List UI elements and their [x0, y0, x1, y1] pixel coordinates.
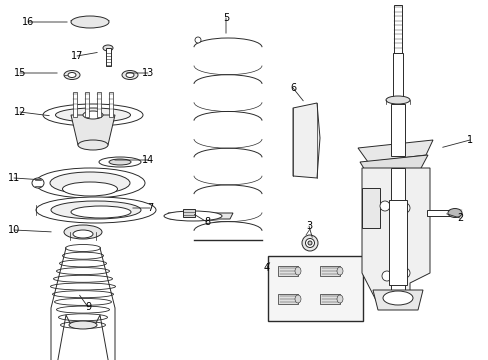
Ellipse shape: [126, 72, 134, 77]
Ellipse shape: [57, 267, 109, 275]
Polygon shape: [361, 188, 379, 228]
Ellipse shape: [55, 108, 130, 122]
Bar: [85, 92, 89, 117]
Text: 1: 1: [466, 135, 472, 145]
Ellipse shape: [71, 16, 109, 28]
Ellipse shape: [64, 225, 102, 239]
Text: 16: 16: [22, 17, 34, 27]
Ellipse shape: [53, 275, 112, 282]
Ellipse shape: [122, 71, 138, 80]
Ellipse shape: [60, 260, 106, 267]
Ellipse shape: [302, 235, 317, 251]
Ellipse shape: [83, 111, 103, 119]
Text: 12: 12: [14, 107, 26, 117]
Polygon shape: [359, 155, 427, 175]
Bar: [393, 5, 401, 53]
Bar: [278, 266, 297, 276]
Bar: [267, 256, 362, 321]
Ellipse shape: [336, 267, 342, 275]
Ellipse shape: [385, 96, 409, 104]
Ellipse shape: [396, 238, 406, 248]
Bar: [183, 209, 195, 217]
Ellipse shape: [50, 172, 130, 194]
Text: 13: 13: [142, 68, 154, 78]
Ellipse shape: [382, 291, 412, 305]
Text: 4: 4: [264, 263, 269, 273]
Bar: [278, 294, 297, 304]
Polygon shape: [372, 290, 422, 310]
Text: 3: 3: [305, 221, 311, 231]
Bar: [105, 48, 110, 66]
Bar: [426, 210, 451, 216]
Bar: [73, 92, 77, 117]
Polygon shape: [361, 168, 429, 308]
Bar: [109, 92, 113, 117]
Ellipse shape: [195, 37, 201, 43]
Ellipse shape: [163, 211, 222, 221]
Ellipse shape: [447, 208, 461, 217]
Ellipse shape: [35, 168, 145, 198]
Ellipse shape: [61, 321, 105, 328]
Ellipse shape: [62, 252, 103, 259]
Text: 7: 7: [146, 203, 153, 213]
Text: 9: 9: [85, 302, 91, 312]
Ellipse shape: [54, 298, 111, 305]
Ellipse shape: [73, 230, 93, 238]
Polygon shape: [357, 140, 432, 162]
Text: 5: 5: [223, 13, 229, 23]
Ellipse shape: [103, 45, 113, 51]
Ellipse shape: [78, 140, 108, 150]
Ellipse shape: [36, 197, 156, 223]
Polygon shape: [71, 115, 115, 145]
Ellipse shape: [59, 314, 107, 321]
Text: 8: 8: [203, 217, 210, 227]
Text: 2: 2: [456, 213, 462, 223]
Ellipse shape: [65, 244, 101, 252]
Ellipse shape: [109, 159, 131, 165]
Text: 14: 14: [142, 155, 154, 165]
Text: 15: 15: [14, 68, 26, 78]
Text: 17: 17: [71, 51, 83, 61]
Ellipse shape: [32, 178, 44, 188]
Ellipse shape: [57, 306, 109, 313]
Ellipse shape: [51, 201, 141, 219]
Text: 6: 6: [289, 83, 295, 93]
Ellipse shape: [71, 206, 131, 218]
Bar: [319, 266, 339, 276]
Text: 10: 10: [8, 225, 20, 235]
Ellipse shape: [307, 241, 311, 245]
Ellipse shape: [52, 291, 113, 298]
Bar: [319, 294, 339, 304]
Ellipse shape: [294, 295, 301, 303]
Polygon shape: [168, 213, 232, 219]
Ellipse shape: [305, 238, 314, 248]
Ellipse shape: [62, 182, 117, 196]
Bar: [390, 104, 404, 156]
Polygon shape: [292, 103, 319, 178]
Ellipse shape: [68, 72, 76, 77]
Ellipse shape: [399, 268, 409, 278]
Ellipse shape: [381, 271, 391, 281]
Bar: [390, 168, 404, 298]
Ellipse shape: [336, 295, 342, 303]
Bar: [97, 92, 101, 117]
Ellipse shape: [69, 321, 97, 329]
Text: 11: 11: [8, 173, 20, 183]
Bar: [392, 53, 402, 101]
Ellipse shape: [379, 201, 389, 211]
Ellipse shape: [99, 157, 141, 167]
Ellipse shape: [50, 283, 115, 290]
Ellipse shape: [294, 267, 301, 275]
Ellipse shape: [64, 71, 80, 80]
Ellipse shape: [43, 104, 142, 126]
Bar: [388, 200, 406, 285]
Ellipse shape: [399, 203, 409, 213]
